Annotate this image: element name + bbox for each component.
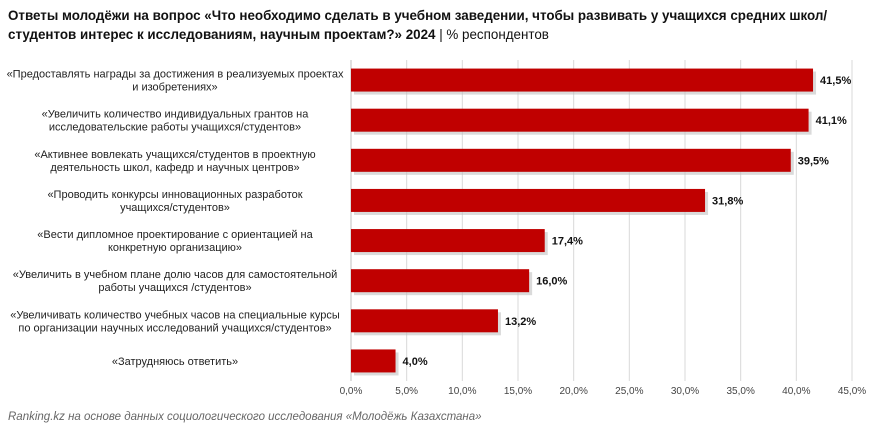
category-label: «Увеличить количество индивидуальных гра… — [42, 109, 310, 134]
category-label: «Затрудняюсь ответить» — [112, 356, 238, 368]
data-label: 4,0% — [403, 356, 428, 368]
bar — [351, 188, 706, 212]
data-label: 41,5% — [820, 75, 851, 87]
x-tick-label: 5,0% — [395, 386, 418, 397]
data-label: 17,4% — [552, 236, 583, 248]
category-label: «Увеличивать количество учебных часов на… — [10, 309, 340, 334]
data-label: 16,0% — [536, 276, 567, 288]
bar — [351, 68, 814, 92]
x-tick-label: 15,0% — [504, 386, 532, 397]
x-tick-label: 10,0% — [448, 386, 476, 397]
x-tick-label: 40,0% — [782, 386, 810, 397]
x-tick-label: 25,0% — [615, 386, 643, 397]
category-label: «Активнее вовлекать учащихся/студентов в… — [34, 149, 315, 174]
title-main: Ответы молодёжи на вопрос «Что необходим… — [8, 8, 828, 42]
bar-chart: 0,0% 5,0% 10,0% 15,0% 20,0% 25,0% 30,0% 35,0% 40… — [7, 60, 866, 397]
data-label: 13,2% — [505, 316, 536, 328]
bar — [351, 148, 791, 172]
category-label: «Предоставлять награды за достижения в р… — [7, 69, 344, 94]
x-tick-label: 0,0% — [340, 386, 363, 397]
x-tick-label: 20,0% — [559, 386, 587, 397]
bar — [351, 229, 545, 253]
x-tick-label: 35,0% — [726, 386, 754, 397]
x-tick-label: 45,0% — [838, 386, 866, 397]
source-note: Ranking.kz на основе данных социологичес… — [8, 411, 482, 423]
data-label: 41,1% — [816, 115, 847, 127]
title-unit: % респондентов — [446, 27, 549, 42]
bar — [351, 349, 396, 373]
category-label: «Увеличить в учебном плане долю часов дл… — [13, 269, 338, 294]
bar — [351, 108, 809, 132]
x-tick-label: 30,0% — [671, 386, 699, 397]
chart-title: Ответы молодёжи на вопрос «Что необходим… — [8, 6, 868, 44]
bar — [351, 269, 530, 293]
category-label: «Проводить конкурсы инновационных разраб… — [47, 189, 302, 214]
category-label: «Вести дипломное проектирование с ориент… — [37, 229, 313, 254]
bar — [351, 309, 498, 333]
data-label: 39,5% — [798, 155, 829, 167]
data-label: 31,8% — [712, 195, 743, 207]
title-separator: | — [435, 27, 447, 42]
